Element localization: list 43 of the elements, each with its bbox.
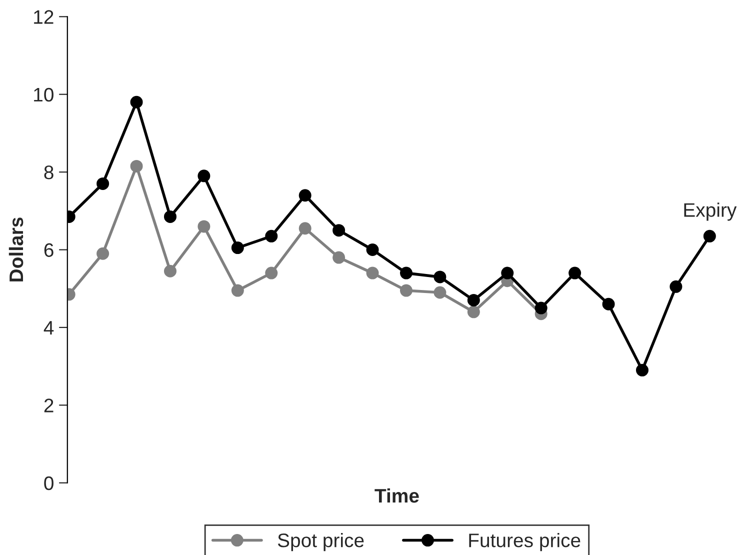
point: [670, 280, 682, 293]
point: [265, 230, 278, 242]
point: [434, 270, 446, 284]
point: [501, 266, 514, 280]
point: [602, 298, 615, 310]
point: [130, 160, 143, 172]
point: [164, 210, 176, 223]
y-axis-title: Dollars: [8, 218, 24, 282]
point: [198, 220, 210, 233]
y-tick-label: 12: [34, 10, 54, 24]
point: [703, 230, 716, 242]
y-tick-label: 4: [44, 321, 54, 334]
point: [366, 244, 379, 256]
point: [231, 284, 244, 297]
point: [400, 284, 412, 297]
point: [568, 266, 582, 280]
point: [231, 242, 244, 254]
point: [434, 286, 446, 299]
legend-label: Spot price: [278, 532, 364, 552]
annotation: Expiry: [684, 202, 737, 221]
point: [400, 266, 412, 280]
y-tick-label: 6: [44, 243, 54, 257]
point: [164, 264, 176, 278]
point: [265, 266, 278, 280]
point: [366, 266, 379, 280]
x-axis-title: Time: [374, 488, 419, 503]
point: [467, 294, 480, 307]
point: [467, 306, 480, 318]
point: [198, 170, 210, 182]
point: [636, 364, 648, 376]
y-tick-label: 0: [44, 476, 54, 490]
point: [534, 302, 548, 314]
point: [96, 177, 110, 190]
y-tick-label: 2: [44, 398, 54, 412]
point: [130, 96, 143, 108]
y-tick-label: 10: [34, 88, 54, 102]
legend-label: Futures price: [469, 532, 580, 552]
point: [332, 251, 346, 264]
point: [332, 224, 346, 237]
point: [298, 222, 312, 235]
y-tick-label: 8: [44, 166, 54, 180]
point: [298, 189, 312, 202]
point: [96, 247, 110, 260]
